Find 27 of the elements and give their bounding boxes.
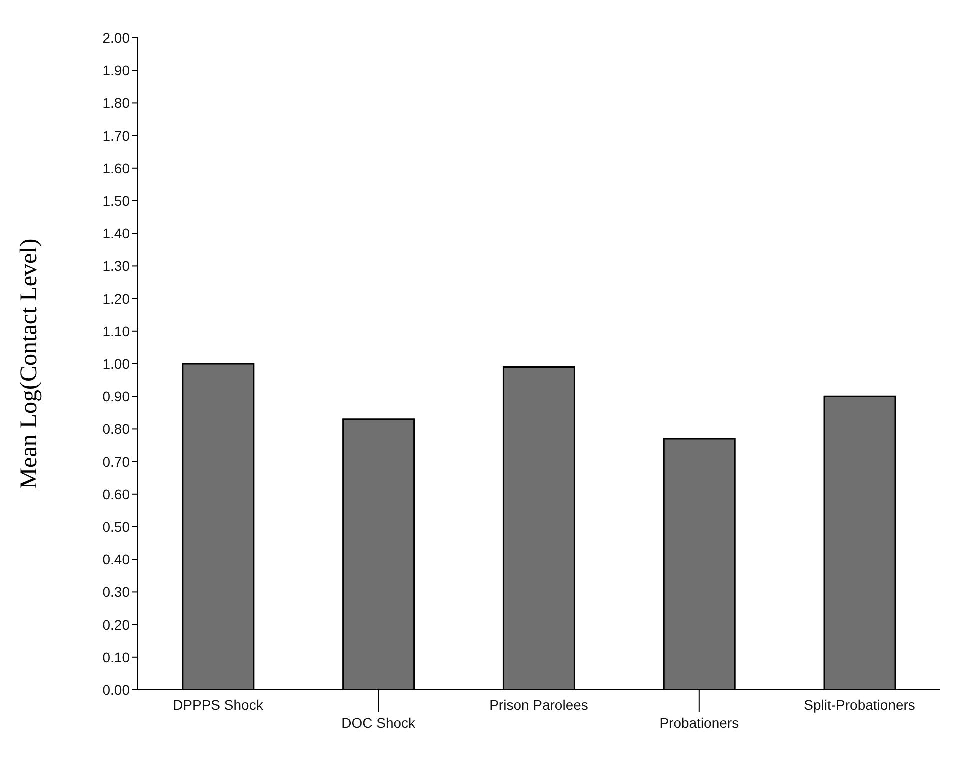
y-tick-label: 0.50: [102, 518, 130, 535]
y-tick-label: 1.40: [102, 226, 130, 242]
x-tick-label: DPPPS Shock: [173, 697, 264, 713]
x-tick-label: Split-Probationers: [804, 697, 916, 713]
y-tick-label: 0.60: [102, 486, 130, 502]
y-tick-label: 1.00: [102, 356, 130, 372]
y-tick-label: 1.80: [102, 95, 130, 112]
y-tick-label: 0.70: [102, 454, 130, 470]
y-tick-label: 0.00: [102, 682, 130, 698]
x-tick-label: Probationers: [660, 715, 740, 731]
x-tick-label: Prison Parolees: [490, 697, 588, 713]
y-tick-label: 1.90: [102, 62, 130, 79]
y-tick-label: 1.10: [102, 323, 130, 340]
y-tick-label: 1.20: [102, 290, 130, 307]
y-tick-label: 0.40: [102, 552, 130, 568]
y-tick-label: 2.00: [102, 30, 130, 46]
y-tick-label: 0.20: [102, 616, 130, 633]
y-axis-title: Mean Log(Contact Level): [16, 238, 43, 490]
y-tick-label: 0.10: [102, 649, 130, 666]
y-tick-label: 1.50: [102, 192, 130, 209]
y-tick-label: 0.90: [102, 388, 130, 405]
y-tick-label: 0.30: [102, 584, 130, 600]
y-tick-label: 1.30: [102, 258, 130, 274]
y-tick-label: 1.60: [102, 160, 130, 176]
x-tick-label: DOC Shock: [342, 715, 417, 731]
y-tick-label: 1.70: [102, 128, 130, 144]
y-tick-label: 0.80: [102, 421, 130, 438]
